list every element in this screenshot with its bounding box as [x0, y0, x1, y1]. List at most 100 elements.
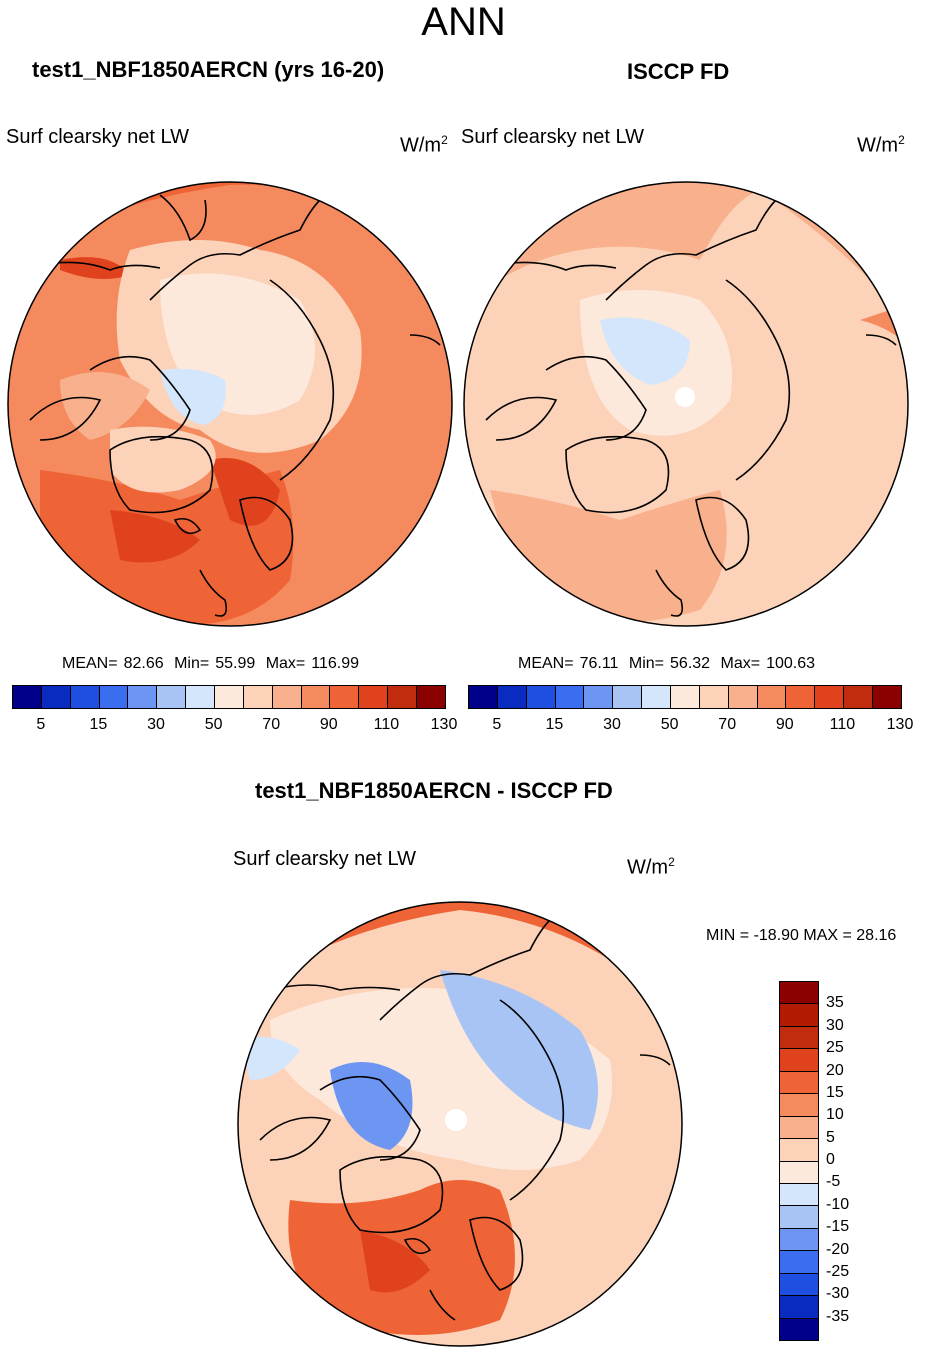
field-base [8, 182, 452, 626]
field-region [210, 458, 280, 526]
colorbar-tick-label: 90 [319, 716, 338, 733]
colorbar-tick-label: -20 [826, 1240, 850, 1258]
field-region [440, 970, 598, 1130]
coastlines [259, 919, 671, 1321]
colorbar-swatch [757, 686, 787, 708]
colorbar-swatch [642, 686, 672, 708]
colorbar-tick-label: 20 [826, 1061, 844, 1079]
field-region [238, 902, 682, 990]
diff-variable: Surf clearsky net LW [233, 848, 417, 870]
colorbar-swatch [780, 1251, 818, 1274]
colorbar-tick-label: 25 [826, 1039, 844, 1057]
colorbar-swatch [780, 1206, 818, 1229]
colorbar-tick-label: 5 [36, 716, 46, 733]
colorbar-tick-label: 50 [204, 716, 223, 733]
colorbar-swatch [780, 1004, 818, 1027]
colorbar-swatch [301, 686, 331, 708]
panel1-colorbar [12, 685, 446, 709]
diff-title: test1_NBF1850AERCN - ISCCP FD [255, 778, 613, 803]
colorbar-swatch [388, 686, 418, 708]
field-region [270, 988, 612, 1170]
panel2-colorbar-ticks: 5 15 30 50 70 90 110 130 [468, 716, 913, 736]
field-region [40, 470, 294, 625]
field-region [288, 1180, 515, 1335]
colorbar-tick-label: 10 [826, 1106, 844, 1124]
colorbar-swatch [780, 1273, 818, 1297]
colorbar-swatch [780, 1139, 818, 1162]
panel1-title: test1_NBF1850AERCN (yrs 16-20) [32, 57, 385, 82]
colorbar-swatch [584, 686, 614, 708]
field-base [238, 902, 682, 1346]
colorbar-tick-label: -5 [826, 1173, 841, 1191]
diff-minmax: MIN = -18.90 MAX = 28.16 [706, 927, 897, 944]
colorbar-tick-label: 130 [430, 716, 458, 733]
field-region [490, 490, 727, 623]
colorbar-swatch [780, 1094, 818, 1117]
colorbar-tick-label: 110 [373, 716, 400, 733]
colorbar-tick-label: 110 [829, 716, 856, 733]
field-region [600, 317, 690, 385]
colorbar-swatch [780, 1228, 818, 1252]
colorbar-tick-label: 30 [603, 716, 621, 733]
field-region [160, 368, 226, 425]
colorbar-swatch [780, 982, 818, 1005]
colorbar-tick-label: 5 [492, 716, 502, 733]
colorbar-swatch [497, 686, 527, 708]
field-region [580, 290, 732, 436]
colorbar-swatch [41, 686, 71, 708]
colorbar-swatch [786, 686, 816, 708]
panel2-title: ISCCP FD [627, 59, 730, 84]
colorbar-tick-label: 50 [660, 716, 679, 733]
colorbar-swatch [359, 686, 389, 708]
field-region [8, 182, 452, 250]
colorbar-swatch [417, 686, 445, 708]
colorbar-swatch [99, 686, 129, 708]
colorbar-swatch [780, 1183, 818, 1207]
field-region [240, 1036, 300, 1080]
field-base [464, 182, 908, 626]
data-gap [445, 1109, 467, 1131]
colorbar-tick-label: -30 [826, 1285, 850, 1303]
colorbar-tick-label: 30 [147, 716, 165, 733]
map-boundary [463, 181, 909, 627]
colorbar-tick-label: -15 [826, 1218, 850, 1236]
diff-colorbar-ticks: 35 30 25 20 15 10 5 0 -5 -10 -15 -20 -25 -30 -35 [826, 981, 886, 1339]
colorbar-swatch [780, 1049, 818, 1072]
colorbar-tick-label: 5 [826, 1128, 835, 1146]
colorbar-tick-label: 15 [545, 716, 564, 733]
map-boundary [237, 901, 683, 1347]
colorbar-tick-label: 35 [826, 994, 844, 1012]
colorbar-tick-label: -35 [826, 1307, 850, 1325]
colorbar-tick-label: 15 [826, 1083, 844, 1101]
colorbar-swatch [873, 686, 901, 708]
colorbar-swatch [243, 686, 273, 708]
field-region [330, 1062, 413, 1150]
diff-colorbar [779, 981, 819, 1341]
panel2-variable: Surf clearsky net LW [461, 126, 645, 148]
data-gap [675, 387, 695, 407]
colorbar-tick-label: 70 [718, 716, 737, 733]
colorbar-swatch [128, 686, 158, 708]
colorbar-swatch [815, 686, 845, 708]
coastlines [485, 199, 897, 617]
field-region [116, 240, 362, 453]
colorbar-swatch [157, 686, 187, 708]
field-region [160, 273, 315, 415]
colorbar-swatch [699, 686, 729, 708]
colorbar-swatch [728, 686, 758, 708]
colorbar-swatch [844, 686, 874, 708]
panel1-units: W/m2 [400, 133, 448, 157]
colorbar-swatch [780, 1026, 818, 1050]
colorbar-tick-label: -25 [826, 1262, 850, 1280]
panel1-colorbar-ticks: 5 15 30 50 70 90 110 130 [12, 716, 457, 736]
colorbar-tick-label: -10 [826, 1195, 850, 1213]
field-region [60, 257, 130, 279]
panel2-units: W/m2 [857, 133, 905, 157]
colorbar-swatch [330, 686, 360, 708]
colorbar-swatch [671, 686, 700, 708]
colorbar-swatch [215, 686, 244, 708]
colorbar-swatch [780, 1116, 818, 1140]
figure-title: ANN [421, 0, 506, 44]
panel1-stats: MEAN= 82.66 Min= 55.99 Max= 116.99 [62, 655, 360, 672]
colorbar-tick-label: 0 [826, 1151, 835, 1168]
